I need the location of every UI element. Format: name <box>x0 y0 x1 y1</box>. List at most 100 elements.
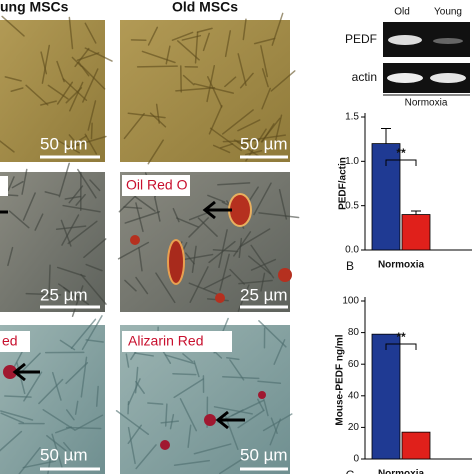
cell <box>22 460 57 469</box>
cell <box>202 32 210 52</box>
cell <box>7 246 14 267</box>
scale-label: 25 µm <box>40 285 88 304</box>
cell <box>81 65 106 90</box>
cell <box>70 318 97 350</box>
column-header: ung MSCs <box>0 0 69 15</box>
cell <box>135 202 144 233</box>
cell <box>219 253 230 291</box>
stain-label: ed <box>2 333 18 349</box>
label-box <box>0 331 30 352</box>
cell <box>62 204 101 213</box>
cell <box>44 191 60 197</box>
cell <box>7 176 15 192</box>
cell <box>237 53 247 86</box>
cell <box>239 72 254 89</box>
cell <box>207 76 223 108</box>
cell <box>65 409 75 421</box>
cell <box>40 100 57 106</box>
cell <box>258 320 287 348</box>
cell <box>55 225 87 231</box>
cell <box>81 315 103 351</box>
cell <box>68 16 74 50</box>
error-bar <box>411 210 421 215</box>
cell <box>72 135 88 145</box>
cell <box>57 283 90 306</box>
stain <box>258 391 266 399</box>
cell <box>11 180 24 189</box>
cell <box>260 272 266 292</box>
cell <box>84 22 97 44</box>
cell <box>80 356 88 398</box>
lane-label: Old <box>394 7 410 18</box>
cell <box>244 150 263 156</box>
panel-label: B <box>346 259 354 273</box>
column-header: Old MSCs <box>172 0 238 15</box>
cell <box>226 356 240 361</box>
cell <box>124 211 161 224</box>
cell <box>212 249 239 253</box>
cell <box>196 27 213 33</box>
cell <box>47 453 52 474</box>
cell <box>155 272 176 304</box>
cell <box>127 426 136 465</box>
band <box>433 38 463 44</box>
cell <box>147 26 159 46</box>
scale-bars <box>40 155 288 471</box>
cell <box>87 100 97 131</box>
cell <box>250 244 275 279</box>
cell <box>141 50 176 64</box>
stain <box>215 293 225 303</box>
cell <box>209 127 242 152</box>
cell <box>257 380 282 385</box>
cell <box>124 279 137 292</box>
cell <box>172 207 180 223</box>
cell <box>239 228 271 248</box>
cell <box>74 414 104 431</box>
cell <box>229 268 245 285</box>
y-axis-label: Mouse-PEDF ng/ml <box>335 334 346 425</box>
stain <box>204 414 216 426</box>
cell <box>123 112 145 140</box>
cell <box>1 15 25 37</box>
band <box>430 73 466 83</box>
x-tick-label: Normoxia <box>378 469 425 474</box>
significance-bracket <box>385 159 417 166</box>
cell <box>169 413 175 430</box>
cell <box>61 214 80 246</box>
cell <box>138 246 143 272</box>
significance-bracket <box>385 343 417 350</box>
label-box <box>122 331 232 352</box>
cell <box>176 217 199 228</box>
stain <box>160 440 170 450</box>
band <box>388 35 422 45</box>
band <box>387 73 423 83</box>
cell <box>76 52 100 61</box>
cell <box>0 412 25 424</box>
cell <box>34 213 44 231</box>
cell <box>67 220 98 245</box>
cell <box>10 87 24 92</box>
cell <box>69 81 84 112</box>
y-tick-label: 20 <box>348 422 360 433</box>
cell <box>173 459 210 467</box>
cell <box>95 385 99 407</box>
y-tick-label: 60 <box>348 359 360 370</box>
cell <box>127 378 141 406</box>
cell <box>51 433 64 470</box>
cell <box>0 140 15 153</box>
y-tick-label: 80 <box>348 327 360 338</box>
y-tick-label: 0 <box>353 454 359 465</box>
cell <box>213 406 253 415</box>
cell <box>261 68 269 88</box>
cell <box>253 37 276 45</box>
cell <box>237 119 261 132</box>
cell <box>85 339 104 343</box>
cell <box>25 84 49 106</box>
cell <box>218 229 228 269</box>
arrows <box>0 200 245 430</box>
cell <box>21 168 28 195</box>
cell <box>270 70 296 92</box>
label-box <box>122 175 190 196</box>
cell <box>193 443 232 455</box>
row-label: actin <box>352 70 377 84</box>
